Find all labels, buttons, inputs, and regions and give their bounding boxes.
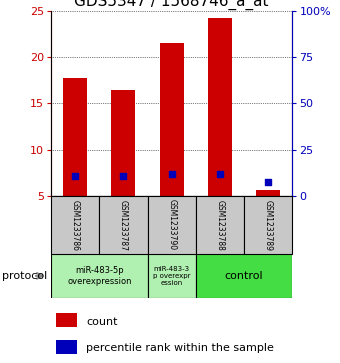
Bar — [63, 78, 87, 196]
Text: control: control — [225, 271, 264, 281]
Bar — [51, 254, 148, 298]
Text: miR-483-3
p overexpr
ession: miR-483-3 p overexpr ession — [153, 266, 190, 286]
Text: protocol: protocol — [2, 271, 47, 281]
Bar — [160, 43, 184, 196]
Bar — [56, 314, 77, 327]
Bar — [256, 189, 280, 196]
Point — [72, 173, 78, 179]
Text: GSM1233790: GSM1233790 — [167, 200, 176, 250]
Text: GSM1233786: GSM1233786 — [71, 200, 80, 250]
Bar — [244, 196, 292, 254]
Bar — [208, 18, 232, 196]
Text: GSM1233789: GSM1233789 — [264, 200, 273, 250]
Text: GSM1233788: GSM1233788 — [216, 200, 224, 250]
Bar — [111, 90, 135, 196]
Bar — [196, 254, 292, 298]
Bar — [56, 340, 77, 354]
Point — [169, 171, 174, 177]
Text: percentile rank within the sample: percentile rank within the sample — [86, 343, 274, 353]
Bar — [148, 254, 196, 298]
Point — [217, 171, 223, 177]
Bar — [99, 196, 148, 254]
Text: GSM1233787: GSM1233787 — [119, 200, 128, 250]
Title: GDS5347 / 1568746_a_at: GDS5347 / 1568746_a_at — [74, 0, 269, 9]
Text: miR-483-5p
overexpression: miR-483-5p overexpression — [67, 266, 132, 286]
Bar — [196, 196, 244, 254]
Point — [121, 173, 126, 179]
Bar — [51, 196, 99, 254]
Bar — [148, 196, 196, 254]
Text: count: count — [86, 317, 118, 327]
Point — [266, 179, 271, 185]
